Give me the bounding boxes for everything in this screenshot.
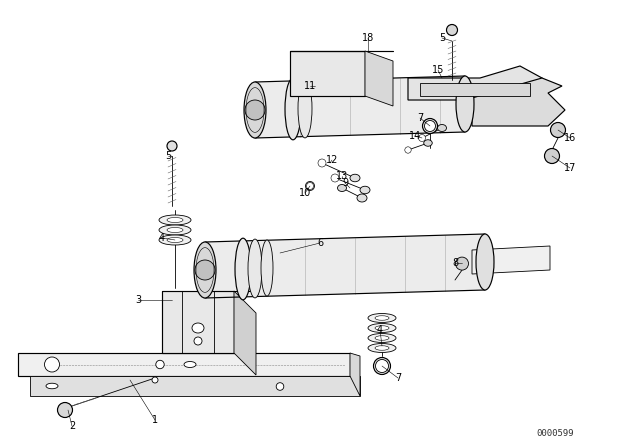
Ellipse shape [360,186,370,194]
Ellipse shape [424,140,432,146]
Ellipse shape [357,194,367,202]
Text: 5: 5 [165,151,171,161]
Circle shape [195,260,215,280]
Ellipse shape [375,346,389,350]
Ellipse shape [438,125,447,132]
Ellipse shape [368,344,396,353]
Ellipse shape [368,323,396,332]
Text: 15: 15 [432,65,444,75]
Ellipse shape [374,358,390,375]
Ellipse shape [248,239,262,298]
Circle shape [58,402,72,418]
Text: 3: 3 [135,295,141,305]
Ellipse shape [261,240,273,296]
Ellipse shape [167,217,183,223]
Text: 4: 4 [159,233,165,243]
Ellipse shape [167,228,183,233]
Polygon shape [234,291,256,375]
Polygon shape [18,353,350,376]
Circle shape [156,360,164,369]
Text: 13: 13 [336,171,348,181]
Ellipse shape [167,141,177,151]
Ellipse shape [285,78,301,140]
Circle shape [405,147,412,153]
Ellipse shape [447,25,458,35]
Polygon shape [472,78,565,126]
Polygon shape [472,246,550,274]
Circle shape [152,377,158,383]
Ellipse shape [476,234,494,290]
Text: 18: 18 [362,33,374,43]
Circle shape [331,174,339,182]
Circle shape [545,148,559,164]
Text: 11: 11 [304,81,316,91]
Text: 7: 7 [395,373,401,383]
Polygon shape [30,376,360,396]
Text: 1: 1 [152,415,158,425]
Circle shape [456,257,468,270]
Ellipse shape [350,174,360,182]
Circle shape [318,159,326,167]
Ellipse shape [375,316,389,320]
Text: 14: 14 [409,131,421,141]
Ellipse shape [194,242,216,298]
Ellipse shape [244,82,266,138]
Circle shape [307,182,314,190]
Text: 7: 7 [417,113,423,123]
Polygon shape [420,83,530,96]
Circle shape [424,121,435,132]
Circle shape [419,134,426,142]
Text: 8: 8 [452,258,458,268]
Ellipse shape [305,181,314,190]
Ellipse shape [368,333,396,343]
Circle shape [245,100,265,120]
Polygon shape [350,353,360,396]
Circle shape [550,122,566,138]
Ellipse shape [159,235,191,245]
Ellipse shape [46,383,58,389]
Ellipse shape [337,185,346,191]
Polygon shape [205,234,485,298]
Ellipse shape [456,76,474,132]
Ellipse shape [375,326,389,330]
Polygon shape [460,89,530,116]
Text: 0000599: 0000599 [536,428,574,438]
Circle shape [276,383,284,390]
Polygon shape [255,76,465,138]
Polygon shape [408,66,542,100]
Ellipse shape [235,238,251,300]
Text: 10: 10 [299,188,311,198]
Polygon shape [162,291,234,353]
Circle shape [194,337,202,345]
Circle shape [376,359,388,372]
Polygon shape [365,51,393,106]
Text: 2: 2 [69,421,75,431]
Ellipse shape [298,79,312,138]
Text: 16: 16 [564,133,576,143]
Text: 9: 9 [342,178,348,188]
Circle shape [45,357,60,372]
Ellipse shape [184,362,196,367]
Text: 17: 17 [564,163,576,173]
Ellipse shape [422,119,438,134]
Polygon shape [290,51,365,96]
Text: 6: 6 [317,238,323,248]
Text: 12: 12 [326,155,338,165]
Text: 4: 4 [377,325,383,335]
Ellipse shape [375,336,389,340]
Ellipse shape [192,323,204,333]
Text: 5: 5 [439,33,445,43]
Ellipse shape [159,215,191,225]
Ellipse shape [368,314,396,323]
Ellipse shape [159,225,191,235]
Ellipse shape [167,237,183,242]
